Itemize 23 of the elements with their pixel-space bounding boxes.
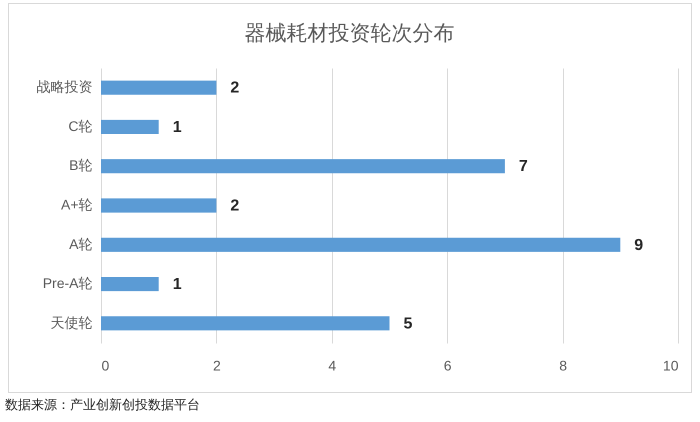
x-tick-label: 0: [102, 358, 110, 374]
data-label: 7: [518, 158, 528, 176]
y-tick-label: 天使轮: [50, 314, 92, 330]
data-label: 2: [230, 80, 240, 97]
y-tick-label: 战略投资: [36, 78, 92, 95]
x-tick-label: 6: [444, 358, 452, 374]
y-tick-label: A轮: [69, 236, 92, 252]
data-label: 9: [634, 236, 644, 254]
x-tick-label: 8: [559, 358, 568, 374]
data-label: 1: [172, 118, 182, 136]
y-tick-label: A+轮: [60, 196, 92, 212]
y-tick-label: C轮: [68, 118, 92, 134]
y-tick-label: B轮: [69, 157, 92, 174]
source-note: 数据来源：产业创新创投数据平台: [5, 396, 200, 414]
x-tick-label: 2: [213, 358, 221, 374]
x-tick-label: 10: [662, 358, 679, 374]
data-label: 5: [404, 315, 412, 332]
chart-title: 器械耗材投资轮次分布: [244, 22, 454, 45]
data-label: 2: [230, 198, 240, 214]
chart-frame: 0 2 4 6 8 10 战略投资 C轮 B轮 A+轮 A轮 Pre-A轮 天使轮 2 1 7 2 9 1 5 器械耗材投资轮次分布: [8, 3, 692, 393]
x-tick-label: 4: [328, 358, 336, 374]
y-tick-label: Pre-A轮: [42, 275, 92, 292]
data-label: 1: [172, 276, 182, 294]
